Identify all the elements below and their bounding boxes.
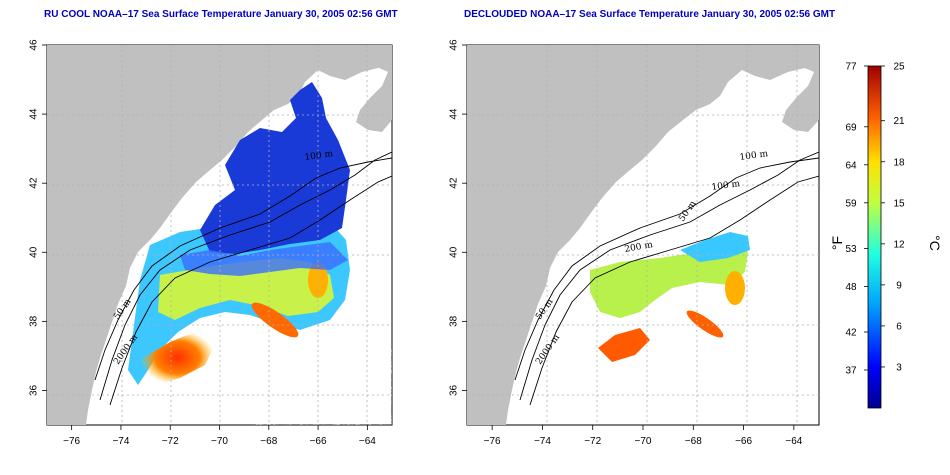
right-map-panel: 100 m 100 m 50 m 200 m 50 m 2000 m bbox=[466, 44, 820, 426]
colorbar-fahrenheit-label: 42 bbox=[845, 328, 857, 339]
right-land-mass bbox=[467, 45, 819, 425]
right-nova-scotia bbox=[765, 45, 819, 132]
right-x-tick-label: −66 bbox=[735, 436, 752, 447]
right-y-tick-label: 40 bbox=[449, 246, 460, 258]
right-panel-title: DECLOUDED NOAA–17 Sea Surface Temperatur… bbox=[464, 9, 836, 20]
right-warm-eddy bbox=[725, 271, 745, 305]
right-hot-filament bbox=[686, 310, 724, 338]
colorbar-fahrenheit-label: 69 bbox=[845, 122, 857, 133]
right-x-tick-label: −64 bbox=[785, 436, 802, 447]
left-map-panel: 100 m 50 m 2000 m bbox=[46, 44, 393, 426]
right-cool-fringe bbox=[680, 232, 750, 262]
right-x-tick-label: −76 bbox=[484, 436, 501, 447]
colorbar-celsius-label: 3 bbox=[896, 362, 902, 373]
left-x-tick-label: −68 bbox=[260, 436, 277, 447]
colorbar-celsius-label: 15 bbox=[893, 198, 905, 209]
left-x-tick-label: −74 bbox=[112, 436, 129, 447]
right-y-tick-label: 44 bbox=[449, 108, 460, 120]
left-x-tick-label: −64 bbox=[359, 436, 376, 447]
right-y-tick-label: 46 bbox=[449, 39, 460, 51]
colorbar-fahrenheit-label: 64 bbox=[845, 160, 857, 171]
right-x-tick-label: −70 bbox=[635, 436, 652, 447]
left-x-tick-label: −72 bbox=[162, 436, 179, 447]
right-x-tick-label: −72 bbox=[584, 436, 601, 447]
colorbar-gradient bbox=[867, 65, 882, 409]
left-warm-band bbox=[158, 258, 334, 320]
colorbar-celsius-label: 12 bbox=[893, 239, 905, 250]
left-panel-title: RU COOL NOAA–17 Sea Surface Temperature … bbox=[44, 9, 398, 20]
left-y-tick-label: 46 bbox=[29, 39, 40, 51]
left-x-tick-label: −70 bbox=[211, 436, 228, 447]
right-hot-patch bbox=[598, 328, 650, 362]
colorbar-ticks: 25 21 18 15 12 9 6 3 77 69 64 59 53 48 42 37 bbox=[845, 62, 905, 377]
colorbar-unit-celsius: °C bbox=[927, 235, 943, 251]
left-hot-patch bbox=[140, 330, 215, 385]
right-x-tick-label: −68 bbox=[685, 436, 702, 447]
right-contour-label-1: 100 m bbox=[739, 149, 769, 163]
left-axes: −76 −74 −72 −70 −68 −66 −64 36 38 40 42 44 46 bbox=[29, 39, 377, 447]
left-nova-scotia bbox=[340, 45, 392, 132]
left-contour-label-1: 100 m bbox=[304, 149, 334, 163]
colorbar-celsius-label: 25 bbox=[893, 62, 905, 73]
right-axes: −76 −74 −72 −70 −68 −66 −64 36 38 40 42 44 46 bbox=[449, 39, 803, 447]
colorbar-fahrenheit-label: 77 bbox=[845, 62, 857, 73]
colorbar-fahrenheit-label: 48 bbox=[845, 282, 857, 293]
colorbar-celsius-label: 18 bbox=[893, 157, 905, 168]
left-noise-area bbox=[250, 340, 392, 425]
left-y-tick-label: 36 bbox=[29, 384, 40, 396]
right-grid bbox=[467, 45, 819, 425]
colorbar: 25 21 18 15 12 9 6 3 77 69 64 59 53 48 42 37 °F °C bbox=[829, 62, 943, 409]
colorbar-fahrenheit-label: 59 bbox=[845, 198, 857, 209]
right-x-tick-label: −74 bbox=[534, 436, 551, 447]
colorbar-celsius-label: 6 bbox=[896, 321, 902, 332]
right-contours bbox=[514, 151, 819, 406]
colorbar-unit-fahrenheit: °F bbox=[829, 236, 845, 250]
colorbar-fahrenheit-label: 37 bbox=[845, 366, 857, 377]
colorbar-celsius-label: 21 bbox=[893, 116, 905, 127]
right-y-tick-label: 42 bbox=[449, 177, 460, 189]
left-y-tick-label: 44 bbox=[29, 108, 40, 120]
left-land-mass bbox=[47, 45, 392, 425]
left-y-tick-label: 42 bbox=[29, 177, 40, 189]
left-grid bbox=[47, 45, 392, 425]
colorbar-fahrenheit-label: 53 bbox=[845, 244, 857, 255]
left-cloud-mask bbox=[200, 82, 350, 254]
left-x-tick-label: −76 bbox=[63, 436, 80, 447]
right-contour-label-2: 100 m bbox=[711, 179, 741, 193]
left-hot-filament bbox=[251, 302, 299, 338]
left-y-tick-label: 38 bbox=[29, 315, 40, 327]
right-y-tick-label: 38 bbox=[449, 315, 460, 327]
left-x-tick-label: −66 bbox=[310, 436, 327, 447]
left-y-tick-label: 40 bbox=[29, 246, 40, 258]
colorbar-celsius-label: 9 bbox=[896, 280, 902, 291]
left-contours bbox=[94, 151, 392, 406]
left-cloud-fringe bbox=[180, 242, 348, 276]
right-y-tick-label: 36 bbox=[449, 384, 460, 396]
right-sst-field bbox=[590, 246, 748, 318]
right-contour-label-4: 200 m bbox=[624, 240, 654, 255]
